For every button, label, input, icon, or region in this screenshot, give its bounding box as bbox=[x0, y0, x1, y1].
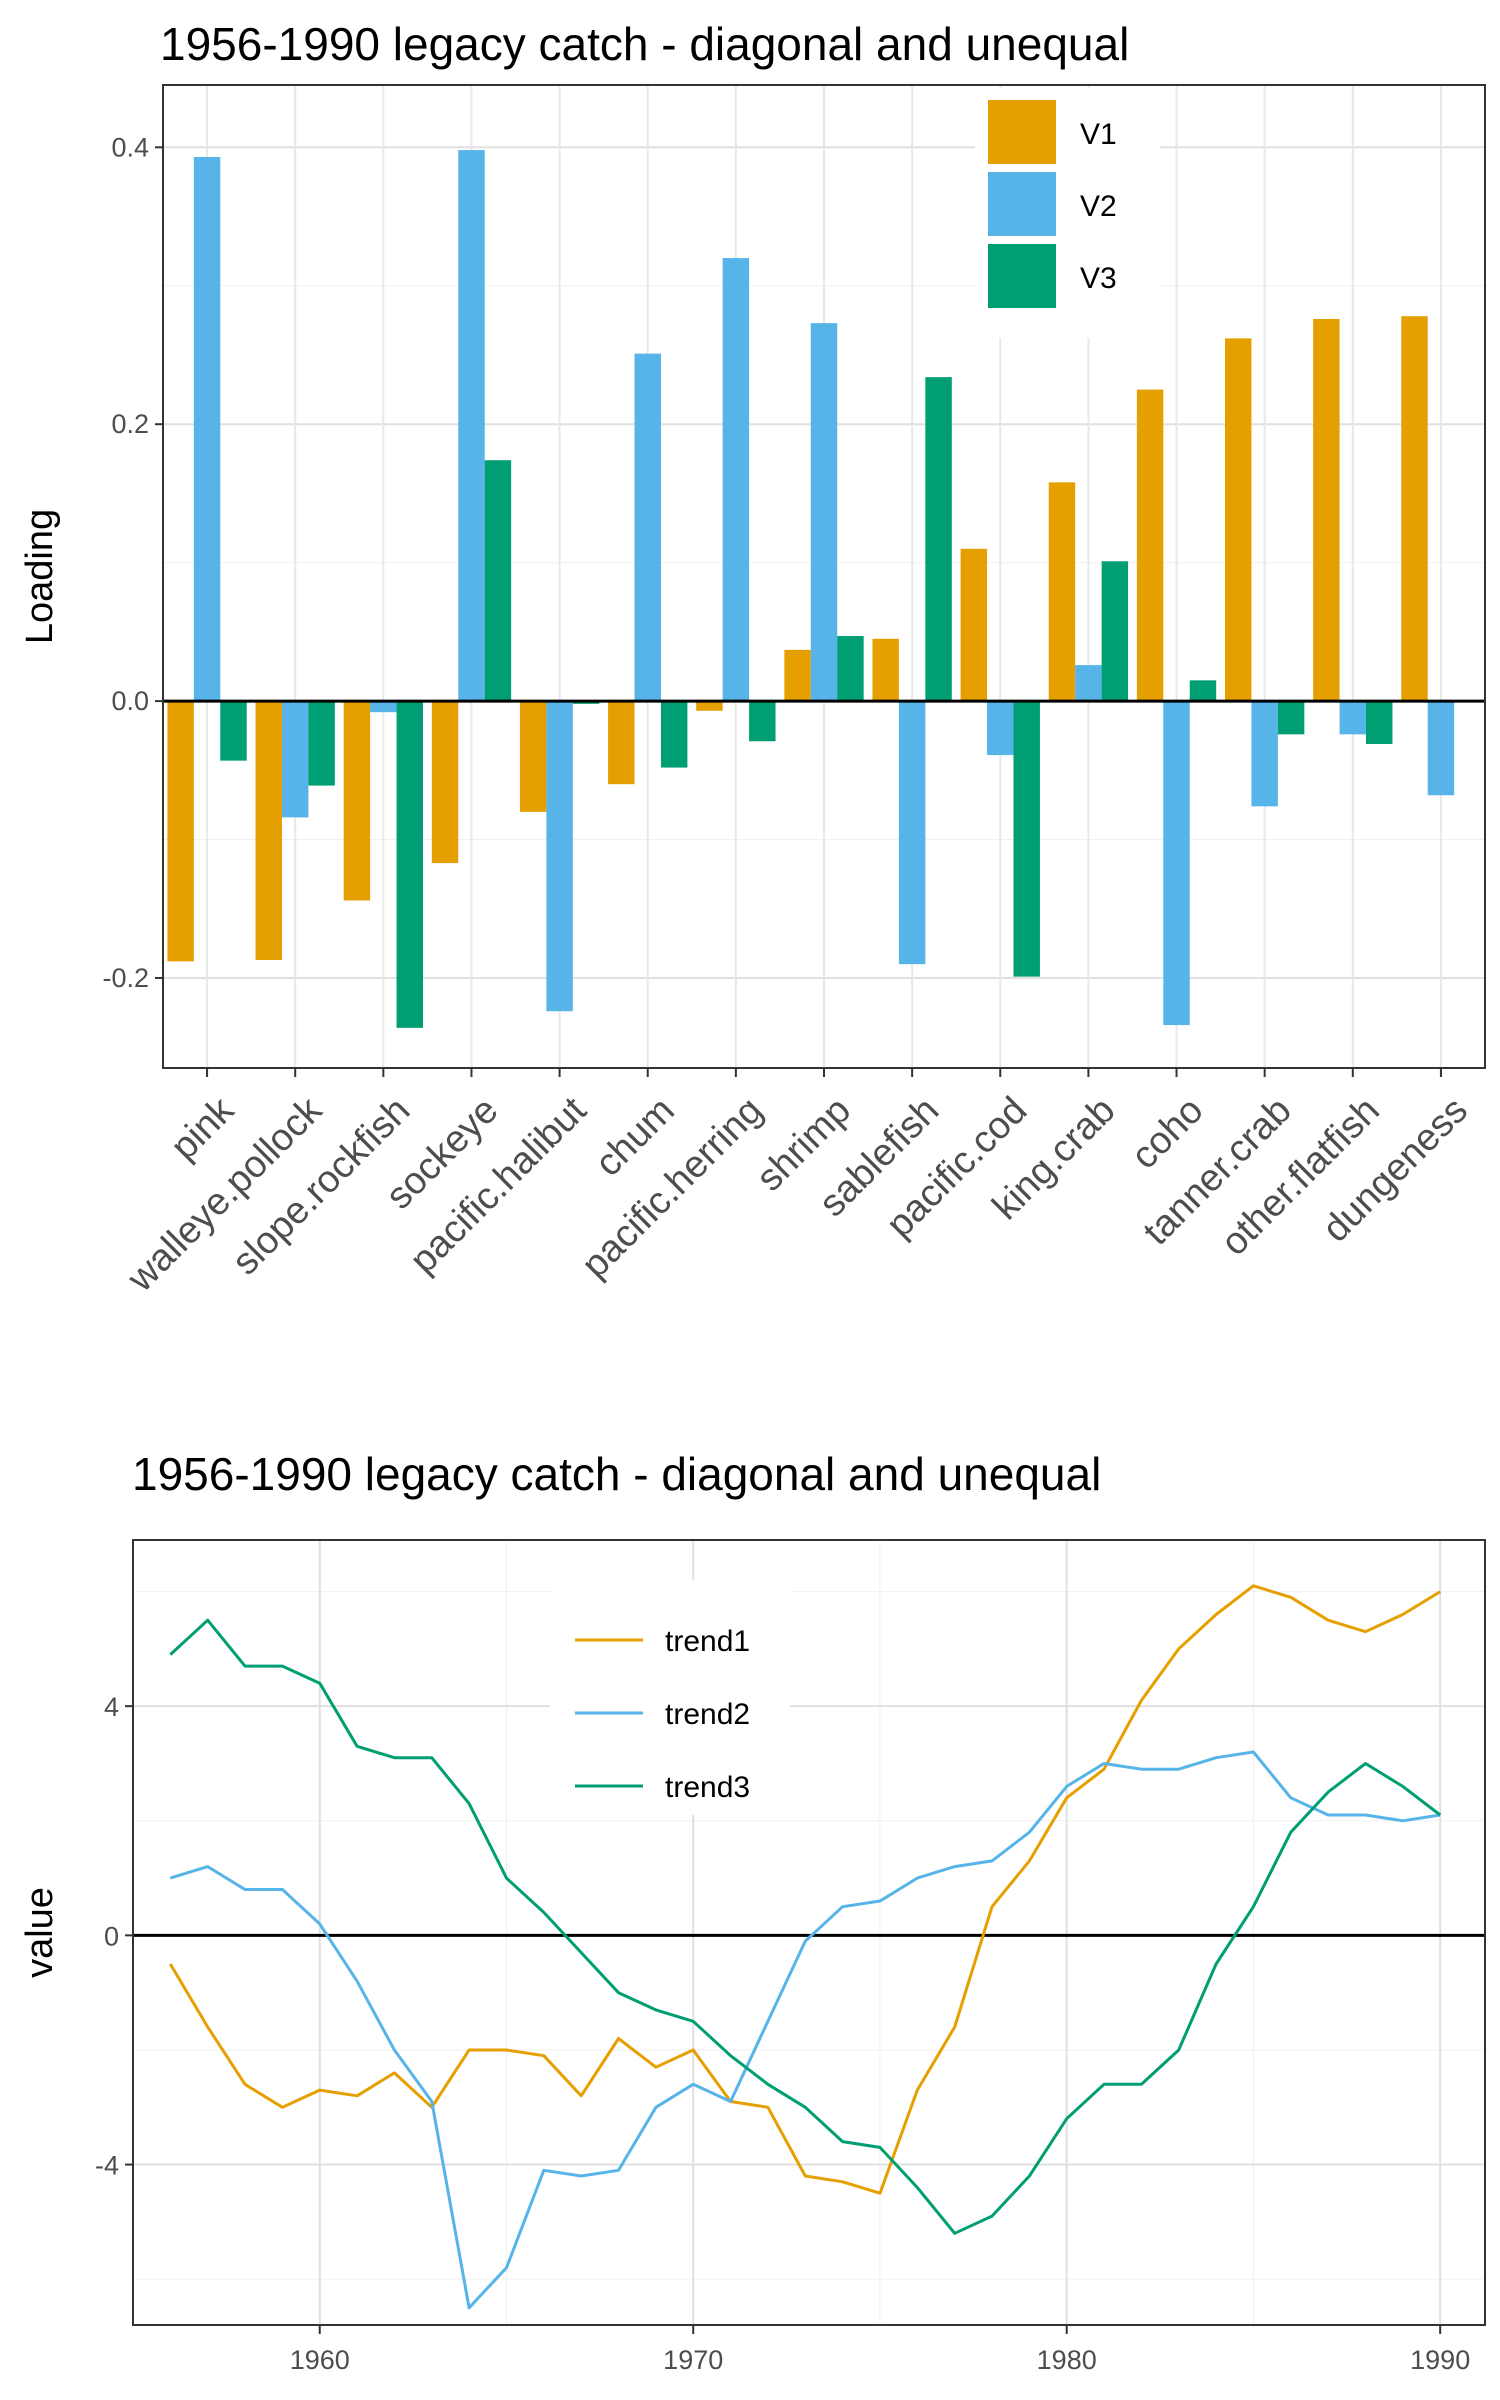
bar-v3-walleye.pollock bbox=[308, 701, 335, 786]
bar-v1-chum bbox=[608, 701, 635, 785]
y-tick-label: -4 bbox=[95, 2151, 119, 2181]
bar-v2-pink bbox=[193, 156, 221, 702]
legend-label-v1: V1 bbox=[1080, 118, 1117, 151]
bar-v1-sablefish bbox=[872, 638, 899, 702]
bar-v2-pacific.halibut bbox=[546, 701, 573, 1012]
legend-label-v2: V2 bbox=[1080, 190, 1117, 223]
plot-panel bbox=[133, 1540, 1485, 2325]
bar-v2-king.crab bbox=[1075, 665, 1102, 702]
bar-v1-pacific.halibut bbox=[519, 701, 547, 812]
bar-v2-tanner.crab bbox=[1251, 701, 1278, 807]
line-trend2 bbox=[169, 1750, 1441, 2310]
y-tick-label: 0 bbox=[104, 1921, 119, 1951]
plot-border bbox=[132, 1539, 1486, 2326]
legend-key-v2 bbox=[988, 172, 1056, 236]
bar-v2-slope.rockfish bbox=[370, 701, 397, 713]
x-tick-label: 1990 bbox=[1410, 2345, 1470, 2375]
y-tick-label: 4 bbox=[104, 1692, 119, 1722]
trends-line-chart: 1956-1990 legacy catch - diagonal and un… bbox=[19, 1448, 1486, 2375]
bar-v3-slope.rockfish bbox=[396, 701, 423, 1028]
bar-v3-king.crab bbox=[1101, 561, 1129, 702]
bar-v2-sockeye bbox=[458, 150, 485, 702]
bar-v3-chum bbox=[660, 701, 688, 768]
y-tick-label: 0.4 bbox=[111, 132, 149, 162]
legend-key-v3 bbox=[988, 244, 1056, 308]
bar-v2-pacific.cod bbox=[987, 701, 1014, 756]
bar-v3-tanner.crab bbox=[1277, 701, 1305, 735]
bar-v1-sockeye bbox=[431, 701, 459, 864]
y-tick-label: -0.2 bbox=[102, 963, 149, 993]
bar-v3-pacific.cod bbox=[1013, 701, 1040, 977]
bar-v2-dungeness bbox=[1427, 701, 1455, 796]
bar-v1-coho bbox=[1136, 389, 1164, 702]
x-axis-ticks: pinkwalleye.pollockslope.rockfishsockeye… bbox=[119, 1068, 1476, 1300]
legend: trend1 trend2 trend3 bbox=[550, 1580, 790, 1815]
bar-v3-shrimp bbox=[837, 636, 864, 702]
legend-label-trend1: trend1 bbox=[665, 1625, 750, 1658]
legend-label-trend2: trend2 bbox=[665, 1698, 750, 1731]
legend: V1 V2 V3 bbox=[975, 88, 1160, 338]
y-tick-label: 0.0 bbox=[111, 686, 149, 716]
y-axis-label: Loading bbox=[19, 509, 61, 644]
bar-v1-tanner.crab bbox=[1225, 338, 1252, 702]
chart-title: 1956-1990 legacy catch - diagonal and un… bbox=[160, 18, 1129, 70]
trend-lines bbox=[169, 1584, 1442, 2310]
bar-v1-walleye.pollock bbox=[255, 701, 282, 961]
legend-label-trend3: trend3 bbox=[665, 1771, 750, 1804]
y-axis-label: value bbox=[19, 1887, 61, 1978]
x-tick-label: 1980 bbox=[1037, 2345, 1097, 2375]
line-trend3 bbox=[169, 1618, 1442, 2235]
bar-v1-king.crab bbox=[1048, 482, 1076, 702]
bar-v3-coho bbox=[1189, 680, 1217, 702]
y-axis-ticks: -4 0 4 bbox=[95, 1692, 133, 2181]
bar-v1-other.flatfish bbox=[1313, 318, 1340, 702]
x-tick-label: 1970 bbox=[663, 2345, 723, 2375]
bar-v2-coho bbox=[1163, 701, 1190, 1026]
bar-v3-pacific.herring bbox=[749, 701, 776, 742]
y-tick-label: 0.2 bbox=[111, 409, 149, 439]
bar-v1-pacific.herring bbox=[696, 701, 723, 711]
bar-v1-pink bbox=[167, 701, 194, 962]
bar-v3-pink bbox=[220, 701, 247, 761]
bar-v1-dungeness bbox=[1401, 316, 1428, 702]
bar-v1-pacific.cod bbox=[960, 548, 988, 702]
x-tick-label: pink bbox=[163, 1089, 243, 1169]
bar-v3-sockeye bbox=[484, 460, 512, 702]
legend-key-v1 bbox=[988, 100, 1056, 164]
legend-background bbox=[550, 1580, 790, 1815]
bar-v2-chum bbox=[634, 353, 661, 702]
bar-v1-slope.rockfish bbox=[343, 701, 371, 901]
bar-v3-sablefish bbox=[925, 377, 952, 702]
bar-v2-sablefish bbox=[898, 701, 926, 965]
x-axis-ticks: 1960 1970 1980 1990 bbox=[290, 2325, 1470, 2375]
bar-v2-walleye.pollock bbox=[281, 701, 309, 818]
line-trend1 bbox=[169, 1584, 1441, 2195]
loadings-bar-chart: 1956-1990 legacy catch - diagonal and un… bbox=[19, 18, 1486, 1300]
bar-v2-other.flatfish bbox=[1339, 701, 1367, 735]
y-axis-ticks: -0.2 0.0 0.2 0.4 bbox=[102, 132, 163, 993]
chart-title: 1956-1990 legacy catch - diagonal and un… bbox=[132, 1448, 1101, 1500]
bar-v2-pacific.herring bbox=[722, 258, 750, 702]
bar-v3-other.flatfish bbox=[1366, 701, 1393, 745]
x-tick-label: 1960 bbox=[290, 2345, 350, 2375]
legend-label-v3: V3 bbox=[1080, 262, 1117, 295]
bar-v2-shrimp bbox=[810, 323, 838, 702]
bars bbox=[167, 150, 1481, 1028]
bar-v1-shrimp bbox=[784, 649, 811, 702]
